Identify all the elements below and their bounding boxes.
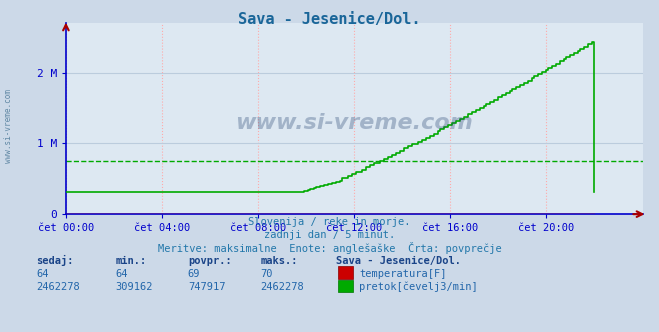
Text: pretok[čevelj3/min]: pretok[čevelj3/min] <box>359 282 478 292</box>
Text: 64: 64 <box>36 269 49 279</box>
Text: temperatura[F]: temperatura[F] <box>359 269 447 279</box>
Text: povpr.:: povpr.: <box>188 256 231 266</box>
Text: 747917: 747917 <box>188 283 225 292</box>
Text: 70: 70 <box>260 269 273 279</box>
Text: min.:: min.: <box>115 256 146 266</box>
Text: www.si-vreme.com: www.si-vreme.com <box>4 89 13 163</box>
Text: 64: 64 <box>115 269 128 279</box>
Text: zadnji dan / 5 minut.: zadnji dan / 5 minut. <box>264 230 395 240</box>
Text: www.si-vreme.com: www.si-vreme.com <box>235 113 473 132</box>
Text: 2462278: 2462278 <box>36 283 80 292</box>
Text: Sava - Jesenice/Dol.: Sava - Jesenice/Dol. <box>239 12 420 27</box>
Text: 2462278: 2462278 <box>260 283 304 292</box>
Text: sedaj:: sedaj: <box>36 255 74 266</box>
Text: 309162: 309162 <box>115 283 153 292</box>
Text: Slovenija / reke in morje.: Slovenija / reke in morje. <box>248 217 411 227</box>
Text: maks.:: maks.: <box>260 256 298 266</box>
Text: Sava - Jesenice/Dol.: Sava - Jesenice/Dol. <box>336 256 461 266</box>
Text: Meritve: maksimalne  Enote: anglešaške  Črta: povprečje: Meritve: maksimalne Enote: anglešaške Čr… <box>158 242 501 254</box>
Text: 69: 69 <box>188 269 200 279</box>
